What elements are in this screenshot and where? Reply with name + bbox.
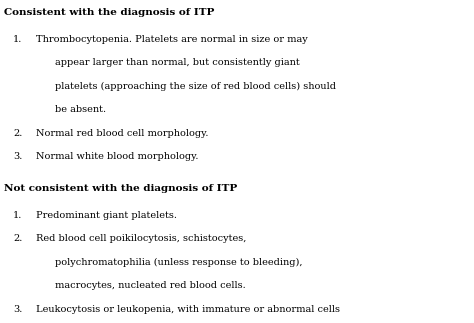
Text: polychromatophilia (unless response to bleeding),: polychromatophilia (unless response to b… xyxy=(55,258,302,267)
Text: Normal white blood morphology.: Normal white blood morphology. xyxy=(36,152,198,162)
Text: Thrombocytopenia. Platelets are normal in size or may: Thrombocytopenia. Platelets are normal i… xyxy=(36,35,307,44)
Text: appear larger than normal, but consistently giant: appear larger than normal, but consisten… xyxy=(55,58,299,67)
Text: 2.: 2. xyxy=(13,129,23,138)
Text: 3.: 3. xyxy=(13,152,23,162)
Text: Consistent with the diagnosis of ITP: Consistent with the diagnosis of ITP xyxy=(4,8,214,17)
Text: Leukocytosis or leukopenia, with immature or abnormal cells: Leukocytosis or leukopenia, with immatur… xyxy=(36,305,339,314)
Text: 1.: 1. xyxy=(13,35,23,44)
Text: be absent.: be absent. xyxy=(55,105,106,114)
Text: platelets (approaching the size of red blood cells) should: platelets (approaching the size of red b… xyxy=(55,82,336,91)
Text: macrocytes, nucleated red blood cells.: macrocytes, nucleated red blood cells. xyxy=(55,281,245,290)
Text: 1.: 1. xyxy=(13,211,23,220)
Text: 2.: 2. xyxy=(13,234,23,243)
Text: Normal red blood cell morphology.: Normal red blood cell morphology. xyxy=(36,129,208,138)
Text: Not consistent with the diagnosis of ITP: Not consistent with the diagnosis of ITP xyxy=(4,184,237,193)
Text: 3.: 3. xyxy=(13,305,23,314)
Text: Predominant giant platelets.: Predominant giant platelets. xyxy=(36,211,176,220)
Text: Red blood cell poikilocytosis, schistocytes,: Red blood cell poikilocytosis, schistocy… xyxy=(36,234,246,243)
